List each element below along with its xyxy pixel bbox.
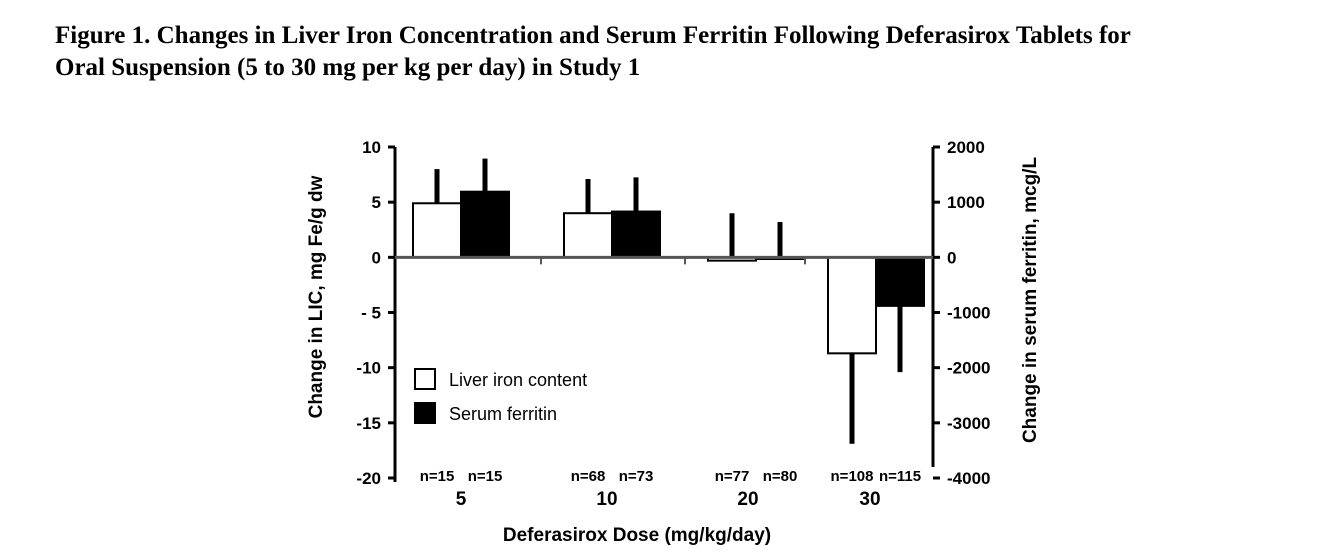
- right-tick-label: 0: [947, 248, 956, 267]
- category-label-5: 5: [456, 489, 467, 510]
- right-tick-label: -1000: [947, 304, 990, 323]
- legend-label-serum-ferritin: Serum ferritin: [449, 404, 557, 424]
- legend-swatch-serum-ferritin: [414, 402, 436, 424]
- right-tick-label: -3000: [947, 414, 990, 433]
- bar-ferritin-5: [460, 190, 510, 259]
- right-tick-label: -2000: [947, 359, 990, 378]
- left-tick-label: -15: [356, 414, 381, 433]
- bar-ferritin-10: [611, 210, 661, 259]
- left-axis-title: Change in LIC, mg Fe/g dw: [306, 175, 327, 418]
- zero-line-group: [395, 255, 933, 265]
- sample-size-label: n=77: [715, 468, 750, 485]
- caption-line-1: Figure 1. Changes in Liver Iron Concentr…: [55, 22, 1131, 49]
- bars: [412, 158, 925, 444]
- legend-label-liver-iron: Liver iron content: [449, 370, 587, 390]
- sample-size-label: n=108: [831, 468, 874, 485]
- left-tick-label: - 5: [361, 304, 381, 323]
- right-tick-label: 2000: [947, 138, 985, 157]
- legend-swatch-liver-iron: [414, 368, 436, 390]
- caption-line-2: Oral Suspension (5 to 30 mg per kg per d…: [55, 54, 641, 81]
- ticks: 10 5 0 - 5 -10 -15 -20 2000 1000 0 -1000 -2000 -3000…: [356, 138, 990, 488]
- sample-size-label: n=15: [468, 468, 503, 485]
- left-tick-label: 5: [372, 193, 381, 212]
- category-label-20: 20: [737, 489, 758, 510]
- legend: Liver iron content Serum ferritin: [414, 368, 587, 424]
- x-axis-title: Deferasirox Dose (mg/kg/day): [503, 525, 771, 546]
- left-tick-label: 0: [372, 248, 381, 267]
- labels: Change in LIC, mg Fe/g dw Change in seru…: [306, 157, 1041, 546]
- left-tick-label: -20: [356, 469, 381, 488]
- sample-size-label: n=73: [619, 468, 654, 485]
- category-label-10: 10: [596, 489, 617, 510]
- sample-size-label: n=15: [420, 468, 455, 485]
- category-label-30: 30: [859, 489, 880, 510]
- sample-size-label: n=80: [763, 468, 798, 485]
- right-axis-title: Change in serum ferritin, mcg/L: [1020, 157, 1041, 443]
- sample-size-label: n=68: [571, 468, 606, 485]
- bar-lic-5: [412, 202, 462, 259]
- figure-caption: Figure 1. Changes in Liver Iron Concentr…: [55, 20, 1315, 84]
- bar-lic-30: [827, 256, 877, 355]
- bar-ferritin-30: [875, 256, 925, 307]
- left-tick-label: -10: [356, 359, 381, 378]
- sample-size-label: n=115: [879, 468, 921, 485]
- left-tick-label: 10: [362, 138, 381, 157]
- right-tick-label: -4000: [947, 469, 990, 488]
- right-tick-label: 1000: [947, 193, 985, 212]
- bar-lic-10: [563, 212, 613, 259]
